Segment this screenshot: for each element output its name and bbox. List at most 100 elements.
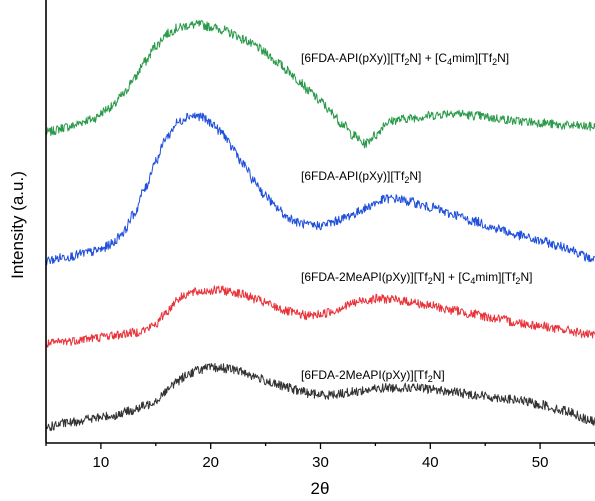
- series-3-point: [110, 334, 113, 337]
- series-2-point: [209, 121, 212, 124]
- series-3-point: [539, 324, 542, 327]
- series-4-point: [495, 396, 498, 399]
- series-3-point: [88, 337, 91, 340]
- series-4-point: [374, 388, 377, 391]
- series-1-point: [209, 25, 212, 28]
- series-1-point: [66, 125, 69, 128]
- series-2-point: [341, 217, 344, 220]
- series-1-point: [561, 124, 564, 127]
- series-3-point: [352, 302, 355, 305]
- series-2-label: [6FDA-API(pXy)][Tf2N]: [301, 169, 421, 185]
- series-2-point: [561, 245, 564, 248]
- series-4: [45, 362, 595, 432]
- series-2-point: [231, 146, 234, 149]
- series-1-point: [352, 134, 355, 137]
- series-3-point: [330, 310, 333, 313]
- series-4-point: [231, 368, 234, 371]
- series-2-point: [352, 213, 355, 216]
- series-1-point: [517, 120, 520, 123]
- x-axis-title: 2θ: [311, 479, 330, 498]
- series-1-point: [88, 118, 91, 121]
- series-2-point: [517, 234, 520, 237]
- series-1-point: [253, 44, 256, 47]
- series-2-point: [385, 197, 388, 200]
- series-4-point: [66, 421, 69, 424]
- series-3-point: [363, 299, 366, 302]
- x-tick-label: 20: [202, 454, 219, 471]
- series-3-point: [165, 310, 168, 313]
- series-3-point: [143, 328, 146, 331]
- series-4-point: [308, 392, 311, 395]
- series-1-point: [308, 90, 311, 93]
- series-4-point: [154, 399, 157, 402]
- series-1-point: [231, 32, 234, 35]
- series-1-point: [275, 60, 278, 63]
- series-2-point: [319, 224, 322, 227]
- series-4-point: [132, 409, 135, 412]
- series-2-point: [264, 194, 267, 197]
- series-4-point: [319, 393, 322, 396]
- series-label-layer: [6FDA-API(pXy)][Tf2N] + [C4mim][Tf2N] [6F…: [301, 51, 532, 384]
- x-tick-label: 30: [312, 454, 329, 471]
- series-3-point: [286, 310, 289, 313]
- series-1-point: [154, 44, 157, 47]
- series-4-point: [539, 403, 542, 406]
- series-3-point: [385, 297, 388, 300]
- series-2-point: [451, 213, 454, 216]
- series-4-point: [165, 389, 168, 392]
- series-1-point: [286, 69, 289, 72]
- series-4-point: [253, 375, 256, 378]
- series-2-point: [198, 115, 201, 118]
- series-2-point: [539, 240, 542, 243]
- series-3-trace: [45, 285, 595, 348]
- series-1-point: [407, 117, 410, 120]
- series-4-point: [209, 366, 212, 369]
- series-3: [45, 285, 595, 348]
- series-3-point: [176, 297, 179, 300]
- series-1-point: [319, 100, 322, 103]
- series-4-point: [143, 404, 146, 407]
- series-2-point: [253, 180, 256, 183]
- series-2-point: [165, 135, 168, 138]
- series-4-point: [220, 366, 223, 369]
- series-2-point: [473, 220, 476, 223]
- series-3-point: [319, 313, 322, 316]
- series-3-point: [297, 313, 300, 316]
- series-2-point: [88, 251, 91, 254]
- series-3-point: [275, 306, 278, 309]
- series-2-point: [286, 216, 289, 219]
- series-3-point: [429, 304, 432, 307]
- series-3-point: [308, 314, 311, 317]
- series-3-point: [517, 321, 520, 324]
- series-3-point: [242, 293, 245, 296]
- series-4-point: [275, 383, 278, 386]
- series-3-point: [198, 290, 201, 293]
- series-4-point: [363, 389, 366, 392]
- series-2-point: [99, 248, 102, 251]
- series-1-point: [110, 106, 113, 109]
- series-1-label: [6FDA-API(pXy)][Tf2N] + [C4mim][Tf2N]: [301, 51, 509, 67]
- series-1-point: [264, 51, 267, 54]
- series-1-point: [187, 24, 190, 27]
- series-2-point: [242, 163, 245, 166]
- series-1-point: [385, 121, 388, 124]
- series-3-point: [396, 299, 399, 302]
- series-4-point: [176, 379, 179, 382]
- series-4-point: [429, 388, 432, 391]
- series-4-point: [88, 417, 91, 420]
- series-1-point: [220, 28, 223, 31]
- series-3-point: [407, 300, 410, 303]
- series-2-point: [330, 221, 333, 224]
- series-1-point: [495, 117, 498, 120]
- x-tick-layer: 10 20 30 40 50: [45, 443, 595, 471]
- series-1-point: [297, 79, 300, 82]
- series-1-point: [242, 38, 245, 41]
- series-4-point: [385, 386, 388, 389]
- series-3-point: [253, 297, 256, 300]
- series-2-point: [363, 207, 366, 210]
- series-2-point: [220, 131, 223, 134]
- series-2-point: [176, 121, 179, 124]
- series-3-point: [495, 317, 498, 320]
- series-1-point: [341, 122, 344, 125]
- series-1-point: [165, 32, 168, 35]
